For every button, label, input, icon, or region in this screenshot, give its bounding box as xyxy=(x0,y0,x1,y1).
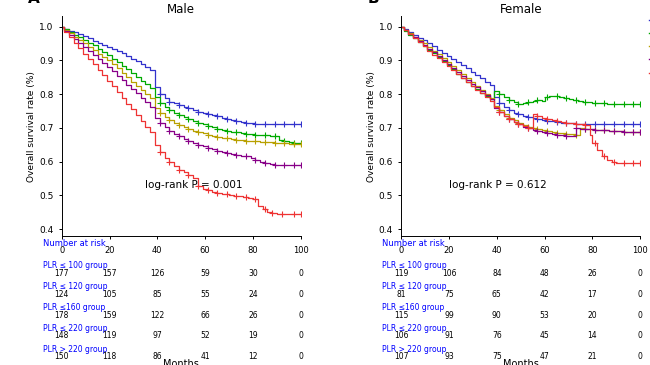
Text: PLR > 220 group: PLR > 220 group xyxy=(382,345,447,354)
Text: PLR ≤ 100 group: PLR ≤ 100 group xyxy=(382,261,447,270)
Text: A: A xyxy=(29,0,40,6)
Text: 122: 122 xyxy=(150,311,164,319)
Text: 0: 0 xyxy=(638,331,643,341)
Text: 60: 60 xyxy=(540,246,550,256)
Text: 40: 40 xyxy=(491,246,502,256)
Text: 157: 157 xyxy=(102,269,117,278)
Text: 118: 118 xyxy=(103,352,117,361)
Text: PLR ≤ 220 group: PLR ≤ 220 group xyxy=(382,324,447,333)
Text: 17: 17 xyxy=(588,290,597,299)
Text: 106: 106 xyxy=(442,269,456,278)
Text: 0: 0 xyxy=(398,246,404,256)
Text: 75: 75 xyxy=(444,290,454,299)
Text: 97: 97 xyxy=(153,331,162,341)
Text: 86: 86 xyxy=(153,352,162,361)
Text: 0: 0 xyxy=(638,311,643,319)
Text: 85: 85 xyxy=(153,290,162,299)
Y-axis label: Overall survival rate (%): Overall survival rate (%) xyxy=(27,71,36,182)
Text: 0: 0 xyxy=(298,331,304,341)
Text: 55: 55 xyxy=(200,290,210,299)
Title: Male: Male xyxy=(167,3,195,16)
Text: 99: 99 xyxy=(444,311,454,319)
Text: 21: 21 xyxy=(588,352,597,361)
Text: 107: 107 xyxy=(394,352,408,361)
Text: 115: 115 xyxy=(394,311,408,319)
Text: 65: 65 xyxy=(492,290,502,299)
Text: 26: 26 xyxy=(588,269,597,278)
Text: 100: 100 xyxy=(632,246,648,256)
Text: 20: 20 xyxy=(104,246,115,256)
Text: 0: 0 xyxy=(59,246,64,256)
Text: 148: 148 xyxy=(55,331,69,341)
Text: 93: 93 xyxy=(444,352,454,361)
Text: log-rank P = 0.001: log-rank P = 0.001 xyxy=(146,180,243,190)
Text: PLR ≤160 group: PLR ≤160 group xyxy=(382,303,445,312)
Text: 119: 119 xyxy=(102,331,117,341)
Text: 48: 48 xyxy=(540,269,549,278)
Text: PLR ≤160 group: PLR ≤160 group xyxy=(43,303,105,312)
Text: Months: Months xyxy=(163,359,199,365)
Text: 53: 53 xyxy=(540,311,549,319)
Text: 80: 80 xyxy=(248,246,258,256)
Text: 0: 0 xyxy=(298,311,304,319)
Text: 177: 177 xyxy=(55,269,69,278)
Text: 20: 20 xyxy=(444,246,454,256)
Text: PLR ≤ 120 group: PLR ≤ 120 group xyxy=(43,282,107,291)
Text: Number at risk: Number at risk xyxy=(43,239,105,248)
Text: PLR ≤ 220 group: PLR ≤ 220 group xyxy=(43,324,107,333)
Text: 81: 81 xyxy=(396,290,406,299)
Text: Number at risk: Number at risk xyxy=(382,239,445,248)
Text: 45: 45 xyxy=(540,331,549,341)
Text: 106: 106 xyxy=(394,331,408,341)
Title: Female: Female xyxy=(499,3,542,16)
Text: 119: 119 xyxy=(394,269,408,278)
Text: 26: 26 xyxy=(248,311,258,319)
Text: 90: 90 xyxy=(492,311,502,319)
Text: 30: 30 xyxy=(248,269,258,278)
Text: 76: 76 xyxy=(492,331,502,341)
Text: 40: 40 xyxy=(152,246,162,256)
Text: 41: 41 xyxy=(200,352,210,361)
Text: 100: 100 xyxy=(293,246,309,256)
Text: PLR ≤ 120 group: PLR ≤ 120 group xyxy=(382,282,447,291)
Text: Months: Months xyxy=(503,359,539,365)
Text: PLR > 220 group: PLR > 220 group xyxy=(43,345,107,354)
Text: 0: 0 xyxy=(298,352,304,361)
Text: 66: 66 xyxy=(200,311,210,319)
Text: 24: 24 xyxy=(248,290,258,299)
Text: 84: 84 xyxy=(492,269,502,278)
Text: 60: 60 xyxy=(200,246,211,256)
Text: 59: 59 xyxy=(200,269,210,278)
Text: 124: 124 xyxy=(55,290,69,299)
Text: 75: 75 xyxy=(492,352,502,361)
Text: 20: 20 xyxy=(588,311,597,319)
Text: 47: 47 xyxy=(540,352,549,361)
Text: 0: 0 xyxy=(298,269,304,278)
Text: 159: 159 xyxy=(102,311,117,319)
Text: 80: 80 xyxy=(587,246,598,256)
Text: log-rank P = 0.612: log-rank P = 0.612 xyxy=(449,180,547,190)
Text: 0: 0 xyxy=(298,290,304,299)
Text: 105: 105 xyxy=(102,290,117,299)
Text: 42: 42 xyxy=(540,290,549,299)
Text: 0: 0 xyxy=(638,269,643,278)
Text: 126: 126 xyxy=(150,269,164,278)
Text: 0: 0 xyxy=(638,290,643,299)
Text: 14: 14 xyxy=(588,331,597,341)
Text: 12: 12 xyxy=(248,352,258,361)
Text: 52: 52 xyxy=(200,331,210,341)
Text: 0: 0 xyxy=(638,352,643,361)
Text: 91: 91 xyxy=(444,331,454,341)
Text: 19: 19 xyxy=(248,331,258,341)
Legend: PLR ≤ 100, PLR ≤ 120, PLR ≤160, PLR ≤ 220, PLR > 220: PLR ≤ 100, PLR ≤ 120, PLR ≤160, PLR ≤ 22… xyxy=(649,16,650,78)
Text: 150: 150 xyxy=(55,352,69,361)
Y-axis label: Overall survival rate (%): Overall survival rate (%) xyxy=(367,71,376,182)
Text: PLR ≤ 100 group: PLR ≤ 100 group xyxy=(43,261,107,270)
Text: B: B xyxy=(368,0,380,6)
Text: 178: 178 xyxy=(55,311,69,319)
